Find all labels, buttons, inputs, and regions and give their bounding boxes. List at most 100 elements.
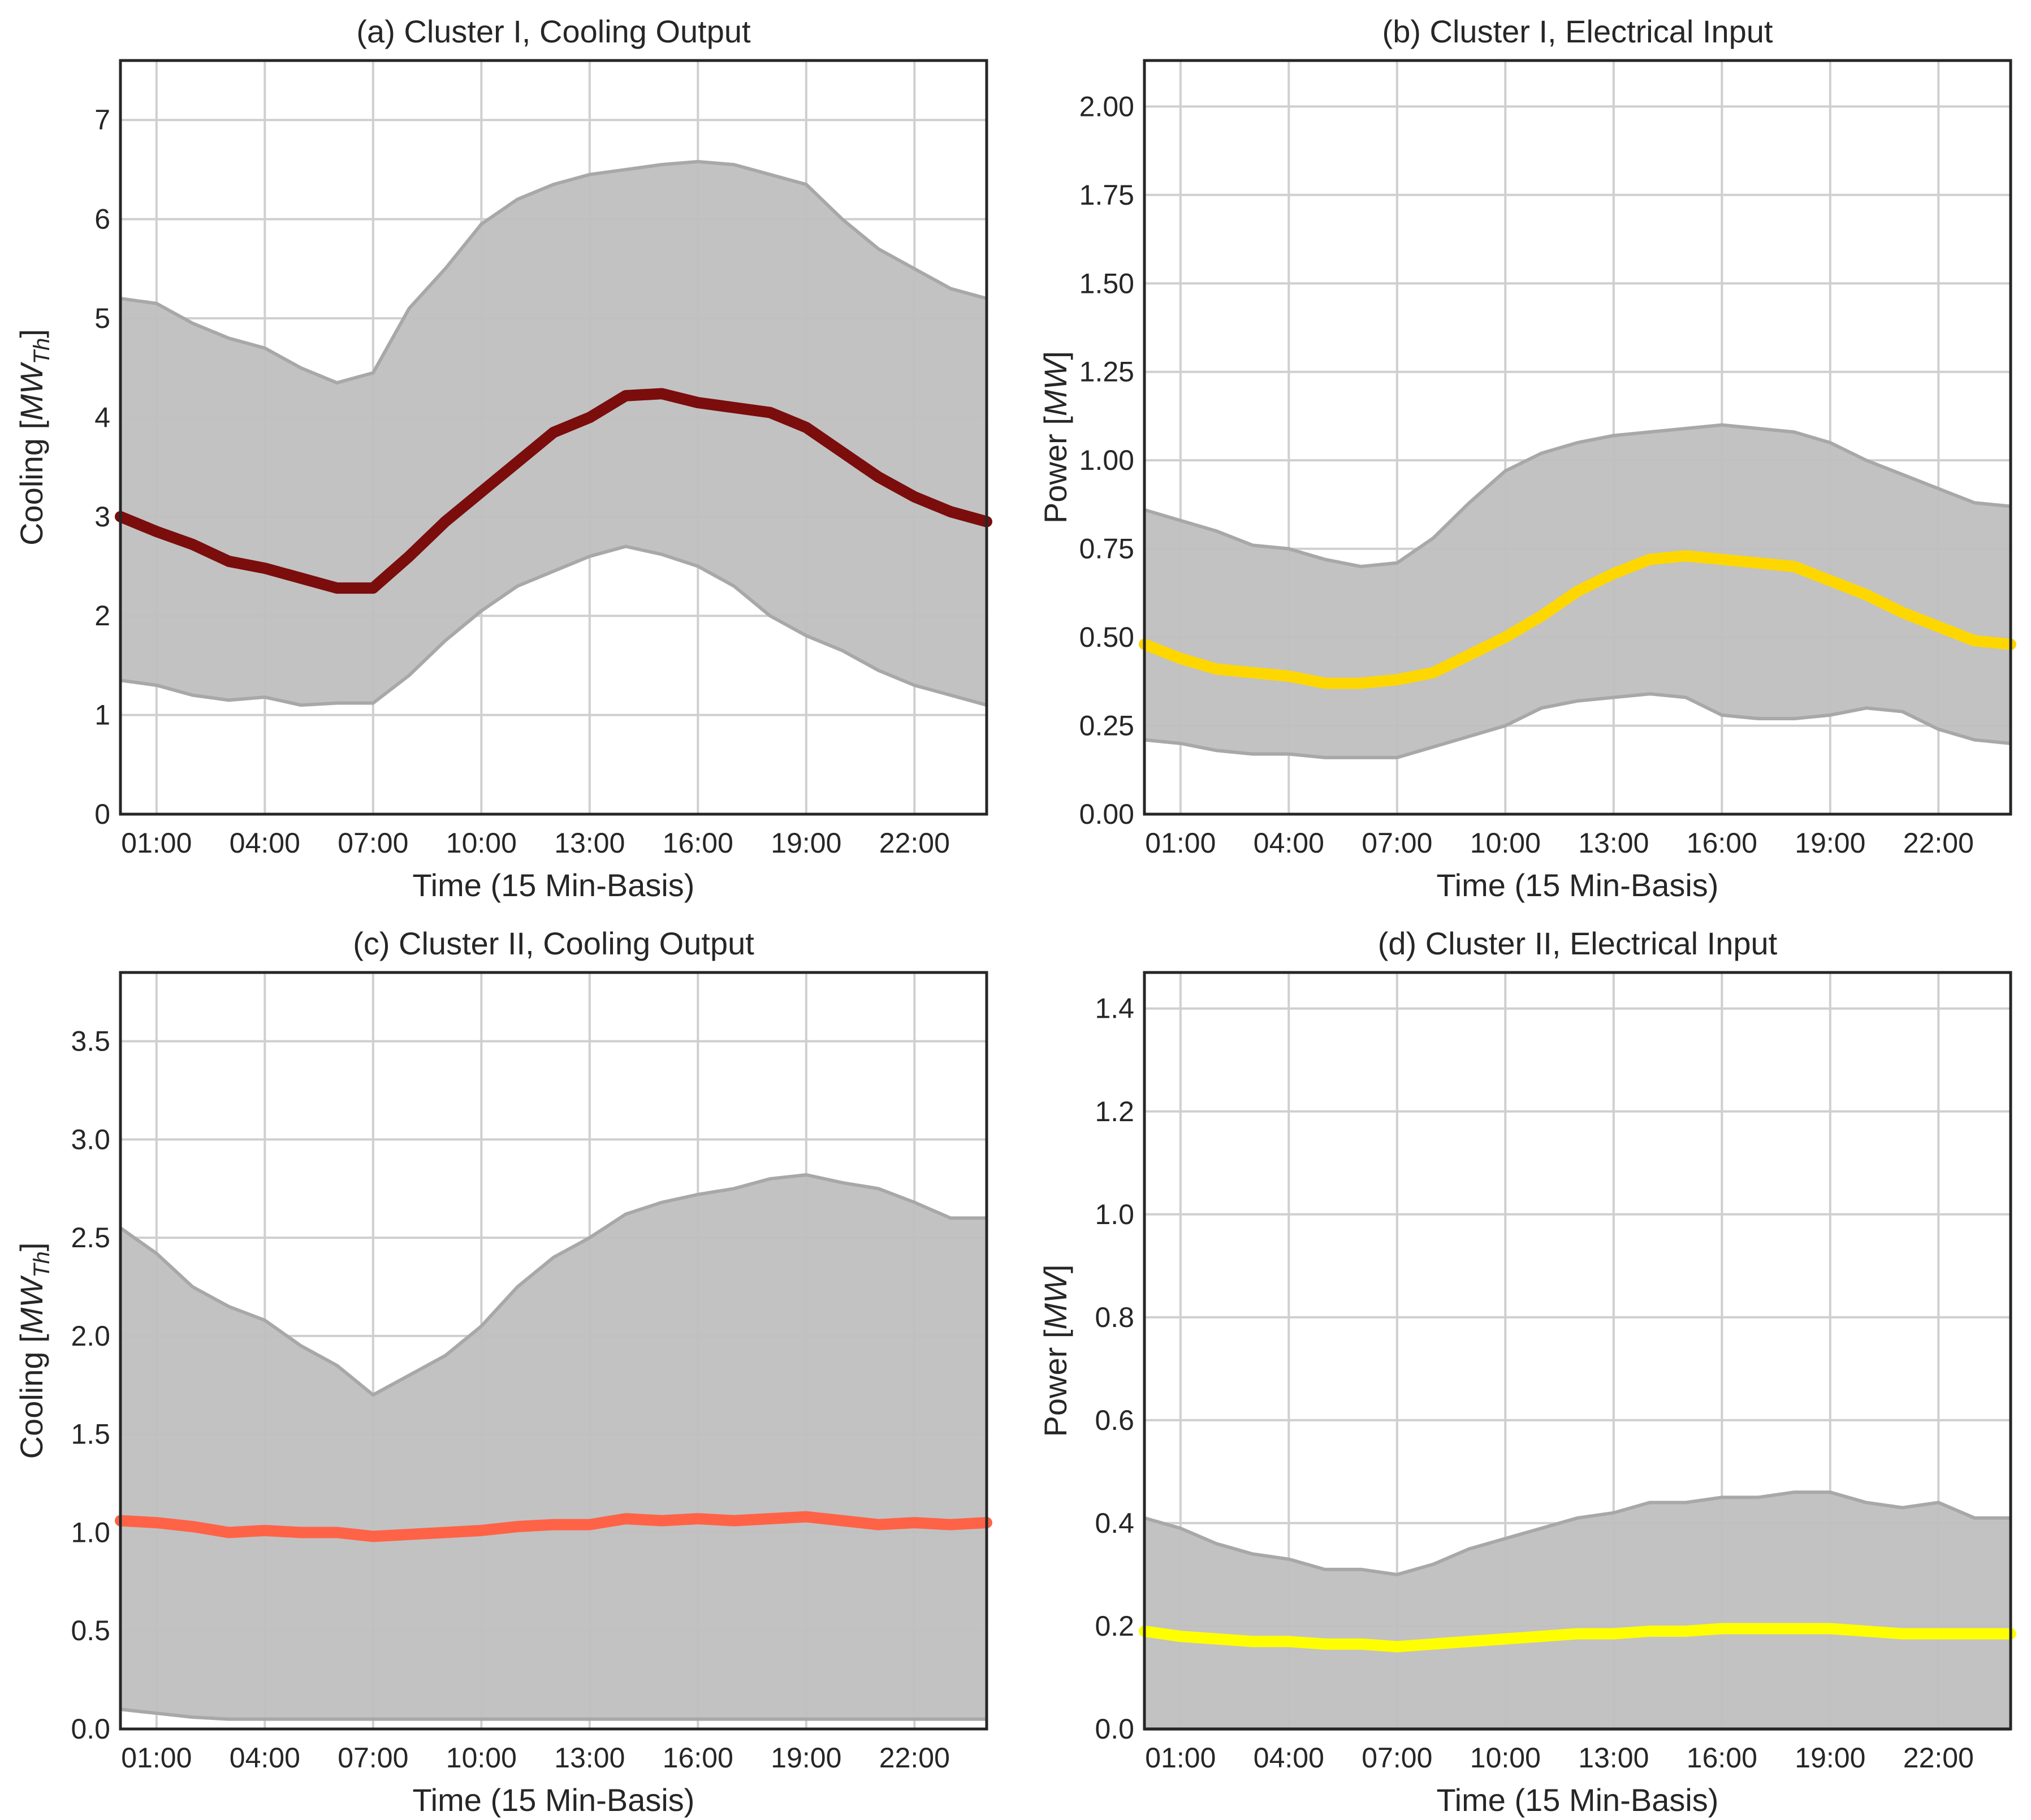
panel-a: 0 1 2 3 4 5 6 7 01:00 04:00 07:00 10:00 13:00 16:00 19…: [14, 14, 992, 903]
panel-b: 0.00 0.25 0.50 0.75 1.00 1.25 1.50 1.75 2.00 01:0…: [1038, 14, 2016, 903]
mean-line: [115, 388, 992, 594]
lower-bound-line: [1144, 692, 2011, 759]
y-tick-label: 3.5: [71, 1026, 110, 1057]
y-tick-label: 1.00: [1079, 444, 1134, 476]
y-tick-label: 1.25: [1079, 356, 1134, 388]
x-tick-label: 19:00: [1795, 827, 1865, 859]
x-tick-label: 04:00: [1254, 827, 1324, 859]
panel-title: (c) Cluster II, Cooling Output: [353, 926, 754, 961]
upper-bound-line: [1144, 1490, 2011, 1576]
x-tick-label: 04:00: [230, 827, 300, 859]
lower-bound-line: [120, 544, 987, 707]
y-tick-label: 2.00: [1079, 90, 1134, 122]
y-tick-label: 4: [94, 401, 110, 433]
x-tick-label: 10:00: [1470, 1742, 1541, 1774]
y-axis-label-unit: MW: [1038, 357, 1073, 416]
y-tick-label: 1.5: [71, 1419, 110, 1450]
lower-bound-line: [120, 1707, 987, 1721]
y-axis-label-close: ]: [1038, 351, 1073, 360]
x-tick-label: 19:00: [1795, 1742, 1865, 1774]
mean-line: [1139, 1623, 2016, 1653]
x-tick-label: 01:00: [121, 827, 192, 859]
x-tick-label: 16:00: [1687, 827, 1757, 859]
y-tick-label: 3: [94, 501, 110, 533]
y-axis-label-unit: MW: [14, 1275, 49, 1334]
x-tick-label: 16:00: [1687, 1742, 1757, 1774]
y-axis-label-unit: MW: [14, 361, 49, 421]
y-tick-label: 0.6: [1095, 1404, 1134, 1436]
x-tick-label: 10:00: [446, 1742, 517, 1774]
y-axis-label-close: ]: [14, 1243, 49, 1252]
y-axis-label-unit: MW: [1038, 1270, 1073, 1330]
x-tick-label: 16:00: [663, 1742, 733, 1774]
mean-line: [1139, 550, 2016, 689]
x-tick-label: 19:00: [771, 1742, 841, 1774]
y-tick-label: 5: [94, 302, 110, 334]
mean-line: [115, 1511, 992, 1542]
x-tick-label: 01:00: [121, 1742, 192, 1774]
x-tick-label: 07:00: [338, 1742, 408, 1774]
x-tick-label: 07:00: [1362, 827, 1432, 859]
x-tick-label: 04:00: [230, 1742, 300, 1774]
x-tick-label: 07:00: [338, 827, 408, 859]
y-axis-label-subscript: Th: [29, 1251, 54, 1278]
y-axis-label-close: ]: [14, 329, 49, 338]
x-tick-label: 10:00: [1470, 827, 1541, 859]
x-tick-label: 19:00: [771, 827, 841, 859]
upper-bound-line: [120, 159, 987, 385]
x-axis-label: Time (15 Min-Basis): [413, 867, 695, 903]
y-axis-label-text: Power [: [1038, 1329, 1073, 1437]
x-tick-label: 13:00: [554, 827, 625, 859]
x-tick-label: 04:00: [1254, 1742, 1324, 1774]
y-tick-label: 2: [94, 600, 110, 632]
x-tick-label: 22:00: [879, 1742, 950, 1774]
y-axis-label-text: Cooling [: [14, 420, 49, 545]
x-tick-label: 13:00: [1578, 1742, 1649, 1774]
y-tick-label: 1.4: [1095, 993, 1134, 1024]
x-tick-label: 22:00: [1903, 827, 1974, 859]
plot-frame: [1143, 59, 2012, 816]
x-axis-label: Time (15 Min-Basis): [413, 1782, 695, 1818]
y-tick-label: 1.0: [1095, 1199, 1134, 1230]
y-tick-label: 0.50: [1079, 621, 1134, 653]
x-tick-label: 16:00: [663, 827, 733, 859]
y-tick-label: 0.4: [1095, 1507, 1134, 1539]
y-tick-label: 0.8: [1095, 1302, 1134, 1333]
range-band: [1144, 1492, 2011, 1729]
y-tick-label: 1.0: [71, 1516, 110, 1548]
x-tick-label: 22:00: [879, 827, 950, 859]
x-tick-label: 07:00: [1362, 1742, 1432, 1774]
panel-title: (d) Cluster II, Electrical Input: [1378, 926, 1778, 961]
x-tick-label: 13:00: [554, 1742, 625, 1774]
y-tick-label: 0.00: [1079, 798, 1134, 830]
y-tick-label: 6: [94, 204, 110, 235]
y-tick-label: 0.75: [1079, 533, 1134, 565]
y-axis-label: Cooling [MWTh]: [14, 1243, 54, 1459]
panel-title: (a) Cluster I, Cooling Output: [356, 14, 751, 49]
y-tick-label: 1.2: [1095, 1096, 1134, 1127]
y-tick-label: 2.5: [71, 1222, 110, 1253]
range-band: [120, 1174, 987, 1719]
y-axis-label-close: ]: [1038, 1265, 1073, 1274]
y-tick-label: 0.2: [1095, 1610, 1134, 1642]
y-tick-label: 1.50: [1079, 267, 1134, 299]
y-axis-label: Cooling [MWTh]: [14, 329, 54, 546]
y-tick-label: 0.25: [1079, 710, 1134, 742]
plot-frame: [1143, 971, 2012, 1731]
y-tick-label: 1.75: [1079, 179, 1134, 211]
upper-bound-line: [119, 1173, 987, 1397]
panel-title: (b) Cluster I, Electrical Input: [1382, 14, 1773, 49]
x-axis-label: Time (15 Min-Basis): [1437, 867, 1719, 903]
x-tick-label: 10:00: [446, 827, 517, 859]
y-tick-label: 2.0: [71, 1320, 110, 1352]
y-tick-label: 0: [94, 798, 110, 830]
y-tick-label: 1: [94, 699, 110, 731]
y-axis-label-subscript: Th: [29, 338, 54, 365]
y-axis-label: Power [MW]: [1038, 1265, 1073, 1437]
y-tick-label: 7: [94, 104, 110, 136]
x-tick-label: 01:00: [1145, 827, 1216, 859]
panel-d: 0.0 0.2 0.4 0.6 0.8 1.0 1.2 1.4 01:00 04:00 07:00 1…: [1038, 926, 2016, 1818]
y-tick-label: 0.5: [71, 1615, 110, 1646]
panel-c: 0.0 0.5 1.0 1.5 2.0 2.5 3.0 3.5 01:00 04:00 07:00 1…: [14, 926, 992, 1818]
